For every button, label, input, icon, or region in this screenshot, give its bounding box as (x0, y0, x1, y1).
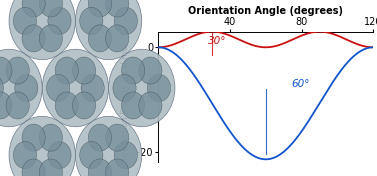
Circle shape (9, 116, 75, 176)
Circle shape (88, 124, 112, 151)
Circle shape (22, 0, 45, 17)
Circle shape (88, 0, 112, 17)
Circle shape (0, 92, 12, 119)
Circle shape (106, 124, 129, 151)
Circle shape (48, 7, 71, 34)
Circle shape (0, 74, 3, 102)
Circle shape (9, 0, 75, 60)
Circle shape (109, 49, 175, 127)
Circle shape (22, 124, 45, 151)
Circle shape (72, 57, 96, 84)
Circle shape (72, 92, 96, 119)
Text: 60°: 60° (291, 79, 310, 89)
Circle shape (114, 7, 138, 34)
Circle shape (75, 116, 142, 176)
Circle shape (139, 92, 162, 119)
Circle shape (121, 57, 145, 84)
Circle shape (80, 7, 103, 34)
Circle shape (6, 57, 29, 84)
Circle shape (80, 142, 103, 169)
Circle shape (147, 74, 171, 102)
Circle shape (42, 49, 109, 127)
Circle shape (88, 159, 112, 176)
Circle shape (46, 74, 70, 102)
Circle shape (39, 0, 63, 17)
Circle shape (106, 25, 129, 52)
Circle shape (22, 159, 45, 176)
Circle shape (106, 159, 129, 176)
Circle shape (55, 57, 78, 84)
Circle shape (75, 0, 142, 60)
X-axis label: Orientation Angle (degrees): Orientation Angle (degrees) (188, 6, 343, 16)
Circle shape (139, 57, 162, 84)
Text: 30°: 30° (208, 36, 227, 46)
Circle shape (114, 142, 138, 169)
Circle shape (81, 74, 104, 102)
Circle shape (13, 7, 37, 34)
Circle shape (39, 124, 63, 151)
Circle shape (13, 142, 37, 169)
Circle shape (22, 25, 45, 52)
Circle shape (113, 74, 136, 102)
Circle shape (106, 0, 129, 17)
Y-axis label: Interaction Energy (kcal mol⁻¹): Interaction Energy (kcal mol⁻¹) (121, 32, 130, 162)
Circle shape (15, 74, 38, 102)
Circle shape (0, 49, 42, 127)
Circle shape (121, 92, 145, 119)
Circle shape (55, 92, 78, 119)
Circle shape (48, 142, 71, 169)
Circle shape (39, 159, 63, 176)
Circle shape (0, 57, 12, 84)
Circle shape (39, 25, 63, 52)
Circle shape (6, 92, 29, 119)
Circle shape (88, 25, 112, 52)
